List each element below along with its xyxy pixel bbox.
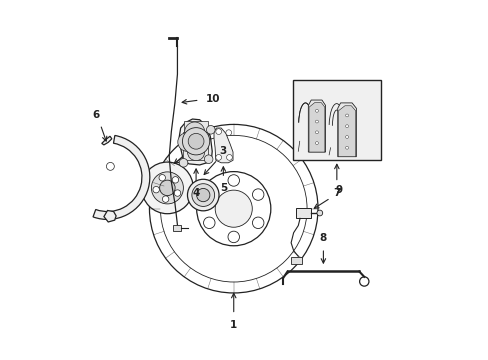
Circle shape — [196, 188, 209, 202]
Bar — [296, 208, 310, 219]
Text: 10: 10 — [205, 94, 220, 104]
Circle shape — [204, 155, 212, 163]
Circle shape — [178, 133, 196, 151]
Circle shape — [191, 184, 214, 206]
Circle shape — [315, 109, 318, 112]
Circle shape — [187, 179, 219, 211]
Text: 7: 7 — [332, 188, 340, 198]
Bar — [172, 225, 180, 231]
Text: 4: 4 — [192, 188, 200, 198]
Circle shape — [315, 120, 318, 123]
Circle shape — [215, 154, 221, 160]
Circle shape — [203, 217, 215, 229]
Circle shape — [252, 217, 264, 229]
Circle shape — [174, 190, 181, 196]
Bar — [292, 80, 380, 160]
Text: 1: 1 — [230, 320, 237, 330]
Text: 3: 3 — [219, 146, 226, 156]
Circle shape — [315, 141, 318, 144]
Circle shape — [184, 122, 204, 142]
Circle shape — [153, 186, 159, 193]
Circle shape — [106, 162, 114, 170]
Text: 8: 8 — [319, 234, 326, 243]
Circle shape — [159, 180, 175, 195]
Bar — [184, 121, 207, 132]
Polygon shape — [214, 128, 233, 163]
Circle shape — [187, 143, 204, 161]
Circle shape — [188, 134, 203, 149]
Bar — [183, 132, 207, 145]
Circle shape — [215, 190, 252, 227]
Circle shape — [162, 196, 168, 202]
Circle shape — [227, 231, 239, 243]
Text: 9: 9 — [335, 185, 342, 195]
Circle shape — [227, 175, 239, 186]
Polygon shape — [308, 103, 324, 152]
Polygon shape — [308, 100, 325, 152]
Bar — [290, 257, 301, 264]
Circle shape — [225, 130, 231, 135]
Wedge shape — [93, 135, 149, 220]
Circle shape — [215, 129, 221, 134]
Bar — [183, 146, 207, 160]
Circle shape — [151, 172, 183, 204]
Text: 2: 2 — [187, 141, 194, 151]
Circle shape — [159, 175, 165, 181]
Circle shape — [345, 135, 348, 138]
Polygon shape — [337, 103, 356, 157]
Circle shape — [172, 177, 178, 183]
Circle shape — [206, 126, 215, 134]
Circle shape — [345, 146, 348, 149]
Circle shape — [182, 128, 209, 155]
Polygon shape — [104, 211, 116, 222]
Circle shape — [316, 210, 322, 216]
Circle shape — [345, 125, 348, 128]
Text: 5: 5 — [219, 183, 226, 193]
Text: 6: 6 — [92, 110, 99, 120]
Polygon shape — [179, 119, 212, 165]
Circle shape — [252, 189, 264, 200]
Circle shape — [203, 189, 215, 200]
Circle shape — [345, 114, 348, 117]
Circle shape — [315, 131, 318, 134]
Polygon shape — [102, 136, 112, 145]
Circle shape — [142, 162, 193, 214]
Circle shape — [179, 158, 187, 167]
Polygon shape — [338, 106, 355, 157]
Circle shape — [226, 154, 232, 160]
